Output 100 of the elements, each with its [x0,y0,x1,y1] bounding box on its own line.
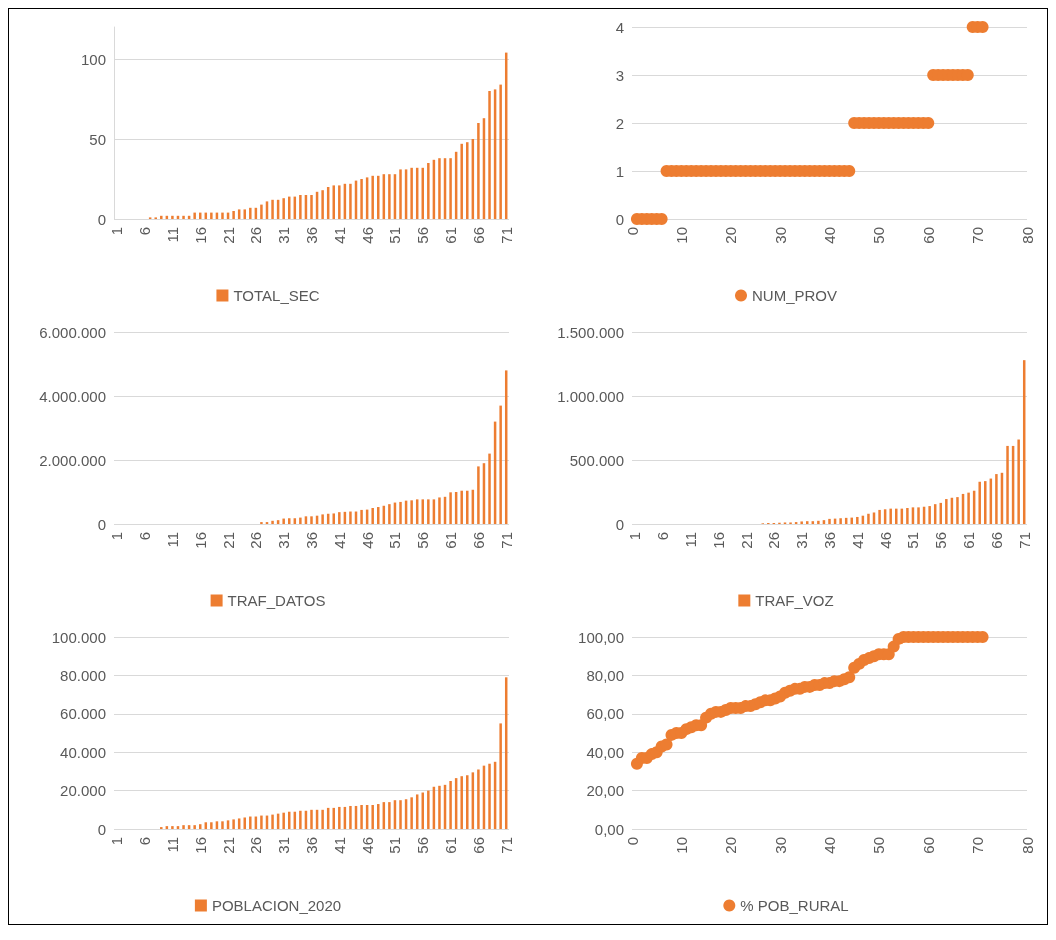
x-tick-label: 60 [919,837,937,854]
bar [377,507,380,524]
bar [460,490,463,524]
x-tick-label: 56 [414,837,432,854]
x-tick-label: 60 [919,227,937,244]
bar [466,490,469,524]
x-tick-label: 80 [1018,227,1036,244]
x-tick-label: 21 [219,227,237,244]
y-tick-label: 1 [615,162,624,180]
x-tick-label: 70 [969,837,987,854]
bar [349,183,352,219]
bar [466,142,469,219]
x-tick-label: 20 [722,837,740,854]
x-tick-label: 36 [303,532,320,549]
y-tick-label: 100,00 [578,628,624,646]
bar [477,769,480,829]
y-tick-label: 4.000.000 [39,387,106,405]
bar [371,508,374,524]
bar [945,499,948,524]
bar [282,198,285,219]
bar [427,790,430,829]
x-tick-label: 1 [108,532,126,541]
x-tick-label: 36 [821,532,838,549]
bar [221,212,224,219]
bar [438,785,441,829]
x-tick-label: 31 [275,532,293,549]
x-tick-label: 50 [870,227,888,244]
x-tick-label: 26 [247,837,265,854]
bar [817,520,820,524]
bar [895,508,898,524]
x-tick-label: 11 [163,837,181,853]
x-tick-label: 21 [737,532,755,549]
y-tick-label: 6.000.000 [39,323,106,341]
y-tick-label: 80,00 [586,666,624,684]
x-tick-label: 71 [497,227,515,244]
x-tick-label: 10 [672,227,690,244]
x-tick-label: 66 [987,532,1005,549]
legend-label: TRAF_DATOS [227,592,326,609]
bar [299,517,302,524]
x-tick-label: 70 [969,227,987,244]
bar [906,508,909,524]
x-tick-label: 61 [442,532,460,549]
bar [171,826,174,829]
y-tick-label: 3 [615,66,624,84]
x-tick-label: 51 [386,227,404,244]
bar [967,492,970,524]
bar [867,513,870,524]
x-tick-label: 51 [386,837,404,854]
bar [377,175,380,219]
bar [878,509,881,524]
bar [438,158,441,219]
x-tick-label: 26 [247,227,265,244]
bar [488,91,491,219]
bar [360,179,363,219]
bar [449,492,452,524]
bar [349,805,352,829]
bar [460,143,463,219]
x-tick-label: 61 [442,227,460,244]
x-tick-label: 36 [303,227,320,244]
y-tick-label: 1.000.000 [557,387,624,405]
x-tick-label: 21 [219,837,237,854]
bar [410,500,413,524]
x-tick-label: 21 [219,532,237,549]
bar [243,209,246,219]
bar [499,84,502,219]
bar [438,497,441,524]
bar [360,509,363,524]
bar [477,123,480,219]
y-tick-label: 40,00 [586,743,624,761]
bar [466,775,469,829]
x-tick-label: 71 [497,837,515,854]
x-tick-label: 36 [303,837,320,854]
y-tick-label: 2.000.000 [39,451,106,469]
bar [310,195,313,219]
bar [271,520,274,524]
bar [282,518,285,524]
y-tick-label: 100 [80,50,106,68]
bar [193,212,196,219]
bar [321,514,324,524]
bar [839,518,842,524]
bar [1017,439,1020,524]
x-tick-label: 11 [681,532,699,548]
bar [321,190,324,219]
x-tick-label: 56 [414,532,432,549]
x-tick-label: 46 [876,532,894,549]
bar [499,405,502,524]
bar [182,825,185,829]
bar [399,501,402,524]
bar [800,521,803,524]
bar [193,825,196,829]
x-tick-label: 6 [136,837,154,846]
legend-label: NUM_PROV [751,287,838,304]
x-tick-label: 31 [275,227,293,244]
bar [477,466,480,524]
x-tick-label: 6 [654,532,672,541]
bar [299,810,302,829]
bar [182,215,185,219]
bar [399,800,402,829]
bar [410,797,413,829]
bar [321,809,324,829]
